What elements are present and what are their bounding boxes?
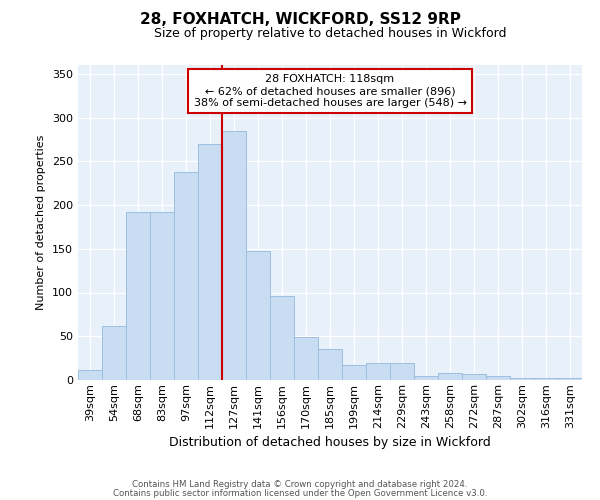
- Text: Contains public sector information licensed under the Open Government Licence v3: Contains public sector information licen…: [113, 488, 487, 498]
- Bar: [198, 144, 222, 380]
- Bar: [126, 212, 150, 380]
- Bar: [510, 378, 534, 380]
- Bar: [318, 350, 342, 380]
- Bar: [534, 378, 558, 380]
- X-axis label: Distribution of detached houses by size in Wickford: Distribution of detached houses by size …: [169, 436, 491, 449]
- Text: 28, FOXHATCH, WICKFORD, SS12 9RP: 28, FOXHATCH, WICKFORD, SS12 9RP: [140, 12, 460, 28]
- Bar: [246, 250, 270, 380]
- Bar: [150, 212, 174, 380]
- Y-axis label: Number of detached properties: Number of detached properties: [37, 135, 46, 310]
- Bar: [222, 130, 246, 380]
- Bar: [174, 172, 198, 380]
- Bar: [462, 374, 486, 380]
- Bar: [438, 373, 462, 380]
- Bar: [486, 376, 510, 380]
- Bar: [366, 364, 390, 380]
- Bar: [102, 326, 126, 380]
- Bar: [78, 370, 102, 380]
- Text: 28 FOXHATCH: 118sqm
← 62% of detached houses are smaller (896)
38% of semi-detac: 28 FOXHATCH: 118sqm ← 62% of detached ho…: [193, 74, 467, 108]
- Bar: [414, 376, 438, 380]
- Text: Contains HM Land Registry data © Crown copyright and database right 2024.: Contains HM Land Registry data © Crown c…: [132, 480, 468, 489]
- Title: Size of property relative to detached houses in Wickford: Size of property relative to detached ho…: [154, 27, 506, 40]
- Bar: [342, 365, 366, 380]
- Bar: [270, 296, 294, 380]
- Bar: [390, 364, 414, 380]
- Bar: [558, 378, 582, 380]
- Bar: [294, 337, 318, 380]
